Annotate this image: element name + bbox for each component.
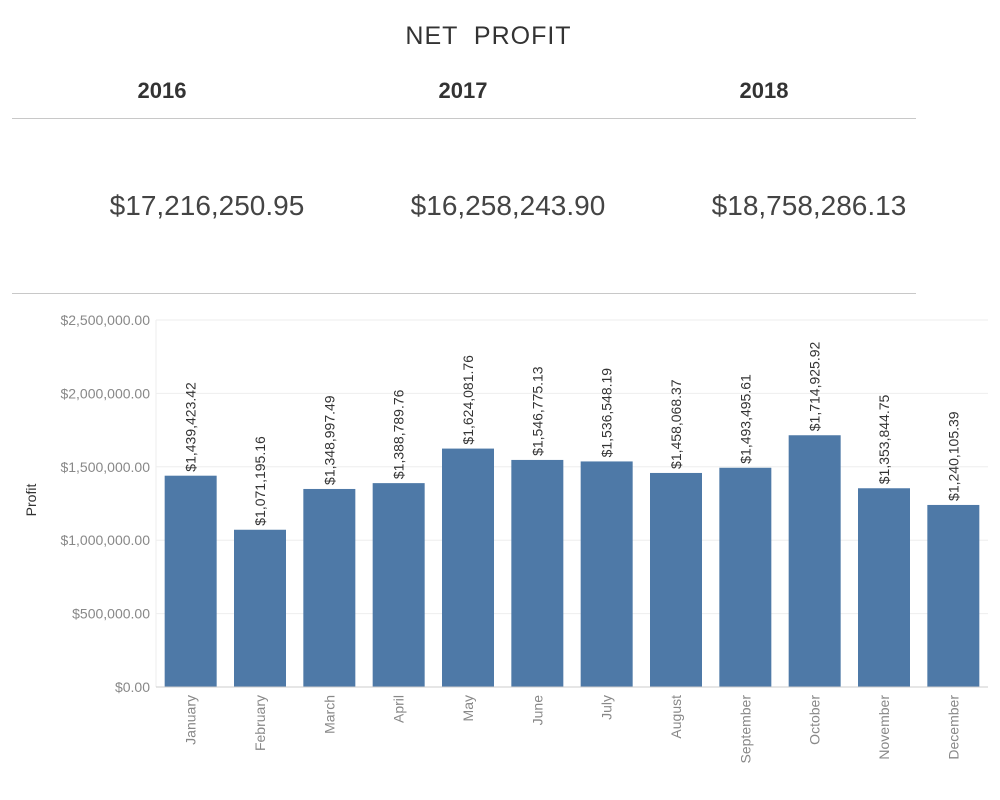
data-label: $1,071,195.16 xyxy=(252,436,268,526)
x-tick-label: July xyxy=(599,695,615,720)
x-tick-label: October xyxy=(807,695,823,745)
x-tick-label: August xyxy=(668,695,684,739)
kpi-year-2017: 2017 xyxy=(438,78,488,103)
data-label: $1,439,423.42 xyxy=(183,382,199,472)
kpi-year-2016: 2016 xyxy=(137,78,187,103)
data-label: $1,348,997.49 xyxy=(321,395,337,485)
bar-august[interactable] xyxy=(650,472,702,687)
x-tick-label: May xyxy=(460,695,476,721)
kpi-value-2018: $18,758,286.13 xyxy=(711,190,907,221)
bar-january[interactable] xyxy=(164,475,217,687)
bar-may[interactable] xyxy=(442,448,494,687)
y-tick-label: $500,000.00 xyxy=(72,606,150,622)
bar-september[interactable] xyxy=(719,467,772,687)
data-label: $1,353,844.75 xyxy=(876,395,892,485)
kpi-year-2018: 2018 xyxy=(739,78,789,103)
x-tick-label: November xyxy=(876,695,892,760)
data-label: $1,536,548.19 xyxy=(599,368,615,458)
data-label: $1,388,789.76 xyxy=(391,389,407,479)
x-tick-label: January xyxy=(183,695,199,745)
bar-july[interactable] xyxy=(580,461,633,687)
kpi-divider xyxy=(12,293,916,294)
profit-bar-chart: $0.00 $500,000.00 $1,000,000.00 $1,500,000.… xyxy=(23,312,988,764)
x-tick-label: June xyxy=(529,695,545,726)
x-tick-label: December xyxy=(945,695,961,760)
bar-march[interactable] xyxy=(303,488,356,687)
y-axis: $0.00 $500,000.00 $1,000,000.00 $1,500,000.… xyxy=(60,312,157,695)
y-axis-title: Profit xyxy=(23,484,39,517)
kpi-value-2016: $17,216,250.95 xyxy=(109,190,305,221)
x-tick-label: March xyxy=(321,695,337,734)
bar-february[interactable] xyxy=(234,529,286,687)
data-labels-layer: $1,439,423.42 $1,071,195.16 $1,348,997.49 $… xyxy=(183,342,962,526)
data-label: $1,240,105.39 xyxy=(945,411,961,501)
bar-december[interactable] xyxy=(927,504,980,687)
bar-october[interactable] xyxy=(788,435,841,687)
data-label: $1,546,775.13 xyxy=(529,366,545,456)
x-axis: January February March April May June July Augu… xyxy=(156,686,988,764)
x-tick-label: February xyxy=(252,695,268,751)
kpi-header-row: 2016 2017 2018 xyxy=(12,78,916,119)
y-tick-label: $2,500,000.00 xyxy=(60,312,150,328)
x-tick-label: September xyxy=(737,695,753,764)
y-tick-label: $2,000,000.00 xyxy=(60,385,150,401)
bar-april[interactable] xyxy=(372,483,425,687)
bar-june[interactable] xyxy=(511,459,564,687)
data-label: $1,624,081.76 xyxy=(460,355,476,445)
data-label: $1,714,925.92 xyxy=(807,342,823,432)
bar-november[interactable] xyxy=(858,488,910,687)
y-tick-label: $1,500,000.00 xyxy=(60,459,150,475)
page-title: NET PROFIT xyxy=(405,22,572,50)
y-tick-label: $0.00 xyxy=(115,679,150,695)
data-label: $1,458,068.37 xyxy=(668,379,684,469)
y-tick-label: $1,000,000.00 xyxy=(60,532,150,548)
x-tick-label: April xyxy=(391,695,407,723)
bars-layer xyxy=(164,435,980,687)
data-label: $1,493,495.61 xyxy=(737,374,753,464)
kpi-value-2017: $16,258,243.90 xyxy=(410,190,606,221)
